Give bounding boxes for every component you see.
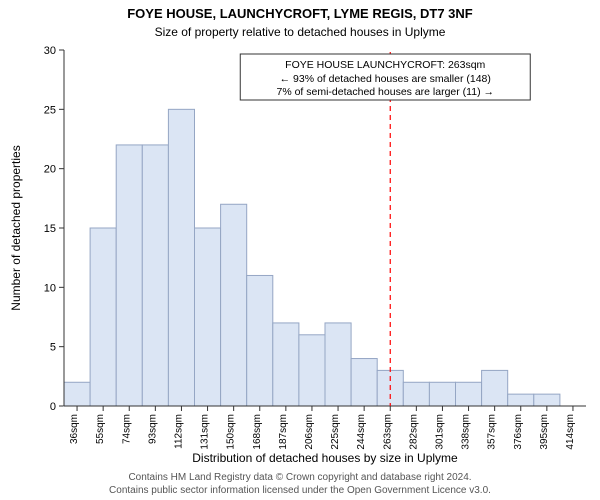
histogram-bar	[299, 335, 325, 406]
y-tick-label: 20	[44, 164, 56, 176]
y-tick-label: 10	[44, 282, 56, 294]
histogram-bar	[534, 394, 560, 406]
x-tick-label: 36sqm	[69, 414, 80, 444]
x-tick-label: 395sqm	[539, 414, 550, 450]
x-tick-label: 112sqm	[173, 414, 184, 449]
histogram-bar	[247, 275, 273, 406]
x-tick-label: 282sqm	[408, 414, 419, 450]
y-tick-label: 30	[44, 45, 56, 57]
x-tick-label: 206sqm	[304, 414, 315, 450]
footer-line2: Contains public sector information licen…	[109, 485, 491, 496]
histogram-bar	[456, 382, 482, 406]
x-tick-label: 150sqm	[226, 414, 237, 450]
histogram-bar	[195, 228, 221, 406]
y-tick-label: 0	[50, 401, 56, 413]
x-tick-label: 301sqm	[434, 414, 445, 450]
y-tick-label: 5	[50, 342, 56, 354]
x-tick-label: 414sqm	[565, 414, 576, 450]
y-tick-label: 15	[44, 223, 56, 235]
x-tick-label: 74sqm	[121, 414, 132, 444]
x-tick-label: 376sqm	[513, 414, 524, 450]
x-tick-label: 263sqm	[382, 414, 393, 450]
x-tick-label: 338sqm	[461, 414, 472, 450]
x-tick-label: 131sqm	[200, 414, 211, 450]
histogram-bar	[221, 204, 247, 406]
histogram-svg: FOYE HOUSE, LAUNCHYCROFT, LYME REGIS, DT…	[0, 0, 600, 500]
footer-line1: Contains HM Land Registry data © Crown c…	[128, 472, 471, 483]
callout-line1: FOYE HOUSE LAUNCHYCROFT: 263sqm	[285, 59, 485, 71]
y-axis-label: Number of detached properties	[9, 145, 23, 310]
histogram-bar	[482, 370, 508, 406]
x-axis-label: Distribution of detached houses by size …	[192, 451, 458, 465]
x-tick-label: 244sqm	[356, 414, 367, 450]
histogram-bar	[351, 359, 377, 406]
histogram-bar	[90, 228, 116, 406]
histogram-bar	[116, 145, 142, 406]
histogram-bar	[142, 145, 168, 406]
x-tick-label: 225sqm	[330, 414, 341, 450]
histogram-bar	[403, 382, 429, 406]
x-tick-label: 55sqm	[95, 414, 106, 444]
histogram-bar	[168, 109, 194, 406]
histogram-bar	[273, 323, 299, 406]
x-tick-label: 93sqm	[147, 414, 158, 444]
y-tick-label: 25	[44, 104, 56, 116]
histogram-bar	[429, 382, 455, 406]
x-tick-label: 357sqm	[487, 414, 498, 450]
x-tick-label: 168sqm	[252, 414, 263, 450]
x-tick-label: 187sqm	[278, 414, 289, 450]
histogram-bar	[508, 394, 534, 406]
chart-subtitle: Size of property relative to detached ho…	[155, 25, 446, 39]
histogram-bar	[64, 382, 90, 406]
chart-container: FOYE HOUSE, LAUNCHYCROFT, LYME REGIS, DT…	[0, 0, 600, 500]
chart-title: FOYE HOUSE, LAUNCHYCROFT, LYME REGIS, DT…	[127, 6, 473, 21]
callout-line3: 7% of semi-detached houses are larger (1…	[277, 86, 495, 98]
histogram-bar	[325, 323, 351, 406]
callout-line2: ← 93% of detached houses are smaller (14…	[280, 73, 491, 85]
